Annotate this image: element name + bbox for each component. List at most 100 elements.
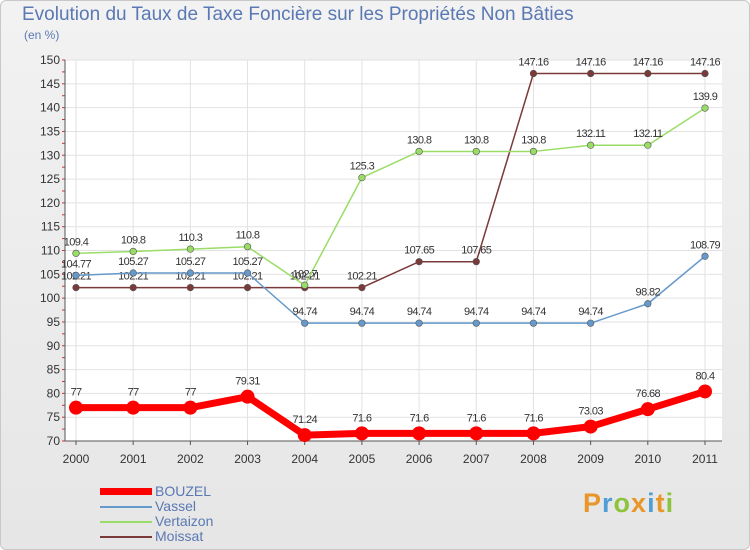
data-point — [415, 258, 423, 266]
data-label: 130.8 — [521, 134, 546, 146]
legend-swatch — [100, 520, 152, 523]
data-point — [186, 283, 194, 292]
y-tick-label: 125 — [40, 172, 60, 186]
legend-item-vertaizon: Vertaizon — [100, 514, 213, 529]
chart-title: Evolution du Taux de Taxe Foncière sur l… — [22, 4, 574, 25]
data-label: 147.16 — [690, 57, 721, 69]
data-label: 80.4 — [695, 370, 714, 382]
y-tick-label: 90 — [47, 339, 61, 353]
x-tick-label: 2010 — [634, 452, 661, 466]
series-line — [76, 388, 707, 439]
data-label: 147.16 — [518, 57, 549, 69]
data-point — [587, 141, 595, 149]
data-point — [644, 300, 652, 308]
data-point — [186, 269, 194, 277]
logo-letter: i — [665, 488, 675, 518]
y-tick-label: 130 — [40, 148, 60, 162]
x-tick-label: 2005 — [349, 452, 376, 466]
data-point — [240, 389, 255, 404]
y-tick-label: 85 — [47, 363, 61, 377]
data-label: 94.74 — [350, 306, 375, 318]
data-point — [701, 104, 709, 112]
data-point — [354, 426, 369, 441]
data-point — [698, 384, 712, 399]
data-label: 105.27 — [233, 256, 264, 268]
data-point — [472, 319, 480, 327]
data-point — [472, 258, 480, 266]
data-point — [129, 283, 137, 292]
y-unit-label: (en %) — [24, 28, 60, 42]
y-tick-label: 110 — [41, 244, 60, 258]
data-label: 94.74 — [464, 306, 489, 318]
data-label: 77 — [70, 387, 82, 399]
y-tick-label: 105 — [40, 267, 60, 281]
data-label: 71.6 — [524, 412, 543, 424]
y-tick-label: 135 — [40, 124, 60, 138]
x-tick-label: 2000 — [63, 452, 90, 466]
data-label: 132.11 — [633, 128, 663, 140]
logo-letter: t — [655, 488, 666, 518]
y-tick-label: 145 — [40, 77, 60, 91]
x-tick-label: 2002 — [177, 452, 204, 466]
data-point — [301, 319, 309, 327]
data-point — [640, 402, 655, 417]
y-tick-label: 80 — [47, 386, 61, 400]
data-label: 94.74 — [292, 306, 317, 318]
data-point — [587, 69, 595, 78]
proxiti-logo: Proxiti — [583, 488, 674, 519]
data-label: 105.27 — [118, 256, 149, 268]
data-label: 105.27 — [175, 256, 206, 268]
data-point — [583, 419, 598, 434]
x-tick-label: 2004 — [291, 452, 318, 466]
data-point — [644, 69, 652, 78]
data-point — [183, 400, 198, 415]
data-point — [529, 319, 538, 327]
data-label: 130.8 — [407, 134, 432, 146]
data-label: 102.7 — [292, 268, 317, 280]
data-label: 130.8 — [464, 134, 489, 146]
data-point — [69, 400, 83, 415]
data-label: 71.6 — [352, 412, 371, 424]
data-label: 102.21 — [347, 271, 378, 283]
data-point — [126, 400, 141, 415]
data-label: 139.9 — [693, 91, 718, 103]
legend-item-moissat: Moissat — [100, 529, 213, 544]
data-point — [415, 147, 423, 156]
data-point — [529, 147, 538, 156]
data-point — [469, 426, 484, 441]
data-point — [129, 269, 137, 277]
data-point — [186, 245, 194, 253]
data-label: 76.68 — [636, 388, 661, 400]
series-line — [75, 255, 706, 324]
data-point — [526, 426, 541, 441]
logo-letter: o — [613, 488, 632, 518]
data-label: 79.31 — [235, 376, 260, 388]
y-tick-label: 150 — [40, 53, 60, 67]
data-label: 94.74 — [578, 306, 603, 318]
data-point — [72, 249, 80, 257]
x-tick-label: 2001 — [120, 452, 147, 466]
data-label: 110.8 — [236, 230, 260, 242]
data-label: 107.65 — [404, 245, 435, 257]
data-point — [72, 271, 80, 280]
data-point — [297, 428, 312, 443]
x-tick-label: 2007 — [463, 452, 490, 466]
data-point — [243, 269, 252, 277]
logo-letter: i — [647, 488, 656, 518]
y-tick-label: 70 — [47, 434, 61, 448]
legend: BOUZEL Vassel Vertaizon Moissat — [100, 484, 213, 544]
data-point — [243, 283, 252, 292]
data-point — [701, 252, 709, 260]
data-point — [129, 247, 137, 256]
data-label: 98.82 — [636, 287, 661, 299]
data-point — [415, 319, 423, 327]
y-tick-label: 140 — [40, 101, 60, 115]
data-label: 109.8 — [121, 234, 146, 246]
data-label: 104.77 — [61, 258, 92, 270]
legend-swatch — [100, 488, 152, 495]
data-label: 73.03 — [578, 406, 603, 418]
data-point — [472, 147, 480, 156]
data-label: 71.6 — [467, 412, 486, 424]
legend-label: BOUZEL — [155, 483, 212, 499]
